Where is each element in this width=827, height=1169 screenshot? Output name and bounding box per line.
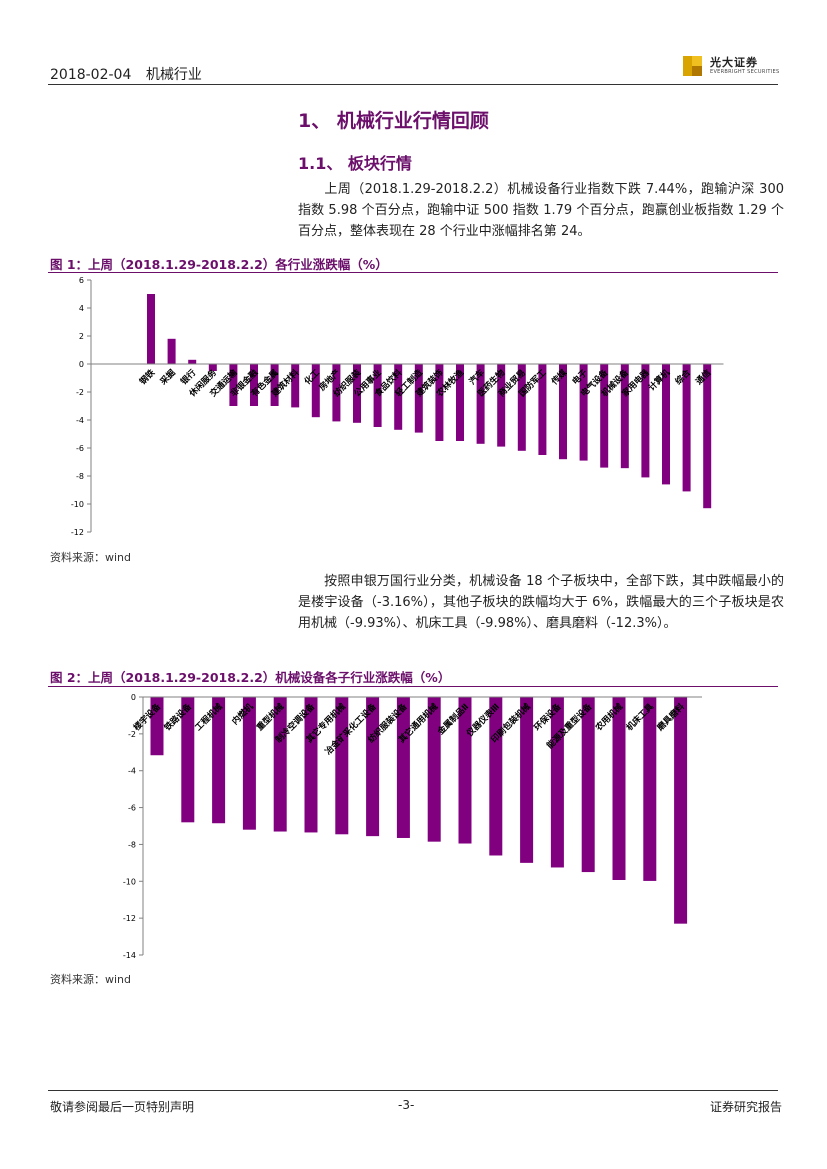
fig1-bar xyxy=(311,364,320,418)
fig2-bar xyxy=(181,697,195,823)
fig1-bar xyxy=(208,364,217,371)
figure-2-title: 图 2：上周（2018.1.29-2018.2.2）机械设备各子行业涨跌幅（%） xyxy=(50,670,451,685)
fig1-bar xyxy=(332,364,341,422)
fig1-y-tick-label: -4 xyxy=(76,416,84,425)
fig1-bar xyxy=(167,338,176,364)
footer-rule xyxy=(48,1090,778,1091)
paragraph-1-text: 上周（2018.1.29-2018.2.2）机械设备行业指数下跌 7.44%，跑… xyxy=(298,182,784,239)
report-header: 2018-02-04 机械行业 xyxy=(50,64,202,84)
fig2-bar xyxy=(427,697,441,842)
fig2-bar xyxy=(335,697,349,835)
fig1-bar xyxy=(373,364,382,427)
fig2-bar xyxy=(366,697,380,837)
fig1-bar xyxy=(414,364,423,433)
fig1-bar xyxy=(538,364,547,455)
fig2-bar xyxy=(674,697,688,924)
fig2-bar xyxy=(643,697,657,881)
fig2-y-tick-label: -8 xyxy=(128,840,136,849)
figure-2-rule xyxy=(48,686,778,687)
fig1-y-tick-label: -2 xyxy=(76,388,84,397)
fig1-bar xyxy=(270,364,279,406)
brand-logo-icon xyxy=(683,56,702,76)
fig2-bar xyxy=(581,697,595,873)
brand-name: 光大证券 xyxy=(710,56,758,69)
fig1-bar xyxy=(147,294,155,364)
fig1-y-tick-label: -8 xyxy=(76,472,84,481)
fig1-bar xyxy=(682,364,691,492)
footer-doc-type: 证券研究报告 xyxy=(710,1100,783,1114)
fig1-bar xyxy=(497,364,506,447)
fig2-y-tick-label: -12 xyxy=(123,914,136,923)
fig1-bar xyxy=(394,364,403,430)
fig1-bar xyxy=(229,364,238,406)
fig2-bar xyxy=(520,697,534,863)
fig2-y-tick-label: 0 xyxy=(131,693,136,702)
section-subtitle: 1.1、 板块行情 xyxy=(298,154,412,173)
fig2-bar xyxy=(304,697,318,833)
fig2-bar xyxy=(550,697,564,868)
fig1-bar xyxy=(476,364,485,444)
fig2-bar xyxy=(212,697,226,824)
footer-disclaimer: 敬请参阅最后一页特别声明 xyxy=(50,1100,195,1114)
fig1-bar xyxy=(620,364,629,469)
fig1-y-tick-label: 2 xyxy=(79,332,84,341)
paragraph-1: 上周（2018.1.29-2018.2.2）机械设备行业指数下跌 7.44%，跑… xyxy=(298,179,784,242)
fig2-y-tick-label: -2 xyxy=(128,730,136,739)
fig1-bar xyxy=(291,364,300,408)
fig1-y-tick-label: -6 xyxy=(76,444,84,453)
fig2-y-tick-label: -14 xyxy=(123,951,136,960)
fig1-bar xyxy=(250,364,258,406)
figure-1-title: 图 1：上周（2018.1.29-2018.2.2）各行业涨跌幅（%） xyxy=(50,257,388,272)
paragraph-2: 按照申银万国行业分类，机械设备 18 个子板块中，全部下跌，其中跌幅最小的是楼宇… xyxy=(298,571,784,634)
fig1-x-tick-label: 钢铁 xyxy=(137,367,157,387)
fig2-y-tick-label: -4 xyxy=(128,767,136,776)
fig1-bar xyxy=(353,364,361,423)
report-date: 2018-02-04 xyxy=(50,67,132,83)
figure-1-rule xyxy=(48,272,778,273)
fig2-bar xyxy=(150,697,164,756)
fig2-y-tick-label: -10 xyxy=(123,877,136,886)
fig2-bar xyxy=(242,697,256,830)
paragraph-2-text: 按照申银万国行业分类，机械设备 18 个子板块中，全部下跌，其中跌幅最小的是楼宇… xyxy=(298,574,784,631)
fig1-x-tick-label: 采掘 xyxy=(157,367,178,388)
fig2-bar xyxy=(612,697,626,880)
section-title: 1、 机械行业行情回顾 xyxy=(298,110,489,132)
brand-name-en: EVERBRIGHT SECURITIES xyxy=(710,69,780,75)
fig1-bar xyxy=(435,364,444,441)
fig1-bar xyxy=(188,359,197,364)
fig1-bar xyxy=(703,364,712,509)
fig1-y-tick-label: 6 xyxy=(79,276,84,285)
figure-2-source: 资料来源：wind xyxy=(50,973,132,986)
fig1-bar xyxy=(579,364,588,461)
fig2-bar xyxy=(489,697,503,856)
fig2-bar xyxy=(458,697,472,844)
fig2-y-tick-label: -6 xyxy=(128,804,136,813)
fig1-bar xyxy=(662,364,670,485)
fig1-bar xyxy=(559,364,567,460)
fig1-bar xyxy=(600,364,609,468)
fig1-y-tick-label: 0 xyxy=(79,360,84,369)
fig1-bar xyxy=(456,364,464,441)
page-number: -3- xyxy=(398,1098,415,1112)
fig1-bar xyxy=(517,364,526,451)
fig1-y-tick-label: 4 xyxy=(79,304,84,313)
header-rule xyxy=(48,84,778,85)
fig1-bar xyxy=(641,364,650,478)
fig2-bar xyxy=(396,697,410,838)
report-industry: 机械行业 xyxy=(145,67,202,83)
fig1-y-tick-label: -10 xyxy=(71,500,84,509)
fig1-y-tick-label: -12 xyxy=(71,528,84,537)
figure-1-source: 资料来源：wind xyxy=(50,551,132,564)
fig2-bar xyxy=(273,697,287,832)
